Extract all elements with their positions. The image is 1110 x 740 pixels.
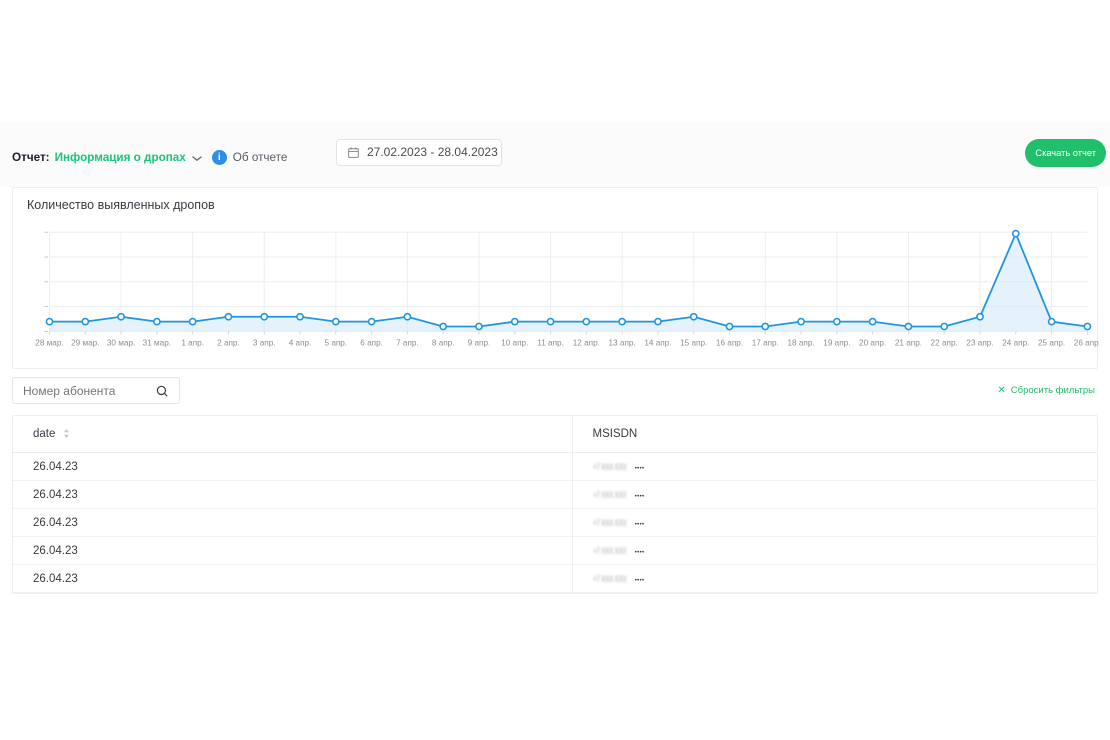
svg-text:22 апр.: 22 апр. [931, 338, 958, 347]
svg-text:2 апр.: 2 апр. [217, 338, 240, 347]
svg-text:29 мар.: 29 мар. [71, 338, 99, 347]
svg-text:4 апр.: 4 апр. [289, 338, 312, 347]
svg-text:13 апр.: 13 апр. [609, 338, 636, 347]
svg-text:28 мар.: 28 мар. [35, 338, 63, 347]
svg-text:10 апр.: 10 апр. [501, 338, 528, 347]
svg-text:23 апр.: 23 апр. [966, 338, 993, 347]
svg-text:9 апр.: 9 апр. [468, 338, 491, 347]
svg-text:17 апр.: 17 апр. [752, 338, 779, 347]
svg-text:18 апр.: 18 апр. [787, 338, 814, 347]
svg-text:11 апр.: 11 апр. [537, 338, 564, 347]
svg-text:16 апр.: 16 апр. [716, 338, 743, 347]
svg-text:21 апр.: 21 апр. [895, 338, 922, 347]
svg-text:20 апр.: 20 апр. [859, 338, 886, 347]
svg-text:6 апр.: 6 апр. [360, 338, 383, 347]
svg-text:8 апр.: 8 апр. [432, 338, 455, 347]
svg-text:12 апр.: 12 апр. [573, 338, 600, 347]
svg-text:3 апр.: 3 апр. [253, 338, 276, 347]
svg-text:7 апр.: 7 апр. [396, 338, 419, 347]
svg-text:30 мар.: 30 мар. [107, 338, 135, 347]
svg-text:25 апр.: 25 апр. [1038, 338, 1065, 347]
svg-text:14 апр.: 14 апр. [644, 338, 671, 347]
svg-text:1 апр.: 1 апр. [181, 338, 204, 347]
svg-text:5 апр.: 5 апр. [324, 338, 347, 347]
svg-text:15 апр.: 15 апр. [680, 338, 707, 347]
svg-text:26 апр.: 26 апр. [1074, 338, 1099, 347]
svg-text:24 апр.: 24 апр. [1002, 338, 1029, 347]
svg-text:31 мар.: 31 мар. [143, 338, 171, 347]
svg-text:19 апр.: 19 апр. [823, 338, 850, 347]
